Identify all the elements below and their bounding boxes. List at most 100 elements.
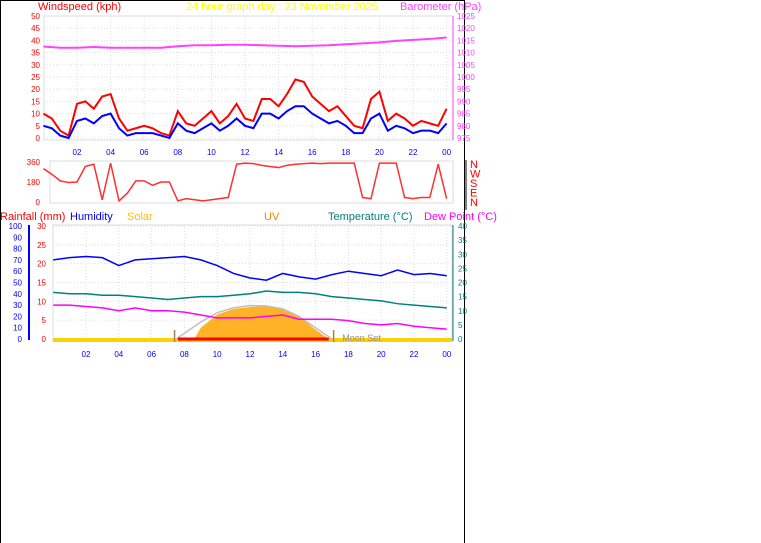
- wind-plot-area: [43, 15, 454, 141]
- humidity-ytick: 0: [18, 335, 23, 344]
- rain-ytick: 5: [42, 316, 47, 325]
- rain-ytick: 25: [37, 241, 46, 250]
- humidity-ytick: 90: [13, 233, 22, 242]
- humidity-ytick: 100: [9, 222, 23, 231]
- compass-label: N: [470, 159, 478, 171]
- humidity-ytick: 40: [13, 290, 22, 299]
- wind-xtick: 14: [274, 148, 283, 157]
- humidity-ytick: 50: [13, 279, 22, 288]
- series-line-gust: [42, 78, 448, 138]
- legend-item: Dew Point (°C): [424, 211, 497, 223]
- humidity-ytick: 10: [13, 324, 22, 333]
- baro-ytick: 1010: [457, 49, 475, 58]
- wind-ytick: 30: [31, 61, 40, 70]
- temp-ytick: 10: [458, 307, 467, 316]
- main-xtick: 00: [442, 350, 451, 359]
- series-line-temperature: [53, 290, 447, 309]
- humidity-ytick: 60: [13, 267, 22, 276]
- direction-ytick: 180: [27, 178, 41, 187]
- series-line-wind-direction: [42, 162, 448, 203]
- wind-ytick: 15: [31, 97, 40, 106]
- wind-xtick: 22: [409, 148, 418, 157]
- main-xtick: 14: [278, 350, 287, 359]
- temp-ytick: 40: [458, 222, 467, 231]
- main-xtick: 02: [82, 350, 91, 359]
- main-xtick: 22: [410, 350, 419, 359]
- wind-ytick: 45: [31, 24, 40, 33]
- legend-item: Humidity: [70, 211, 113, 223]
- rain-ytick: 10: [37, 297, 46, 306]
- compass-label: S: [470, 178, 477, 190]
- main-xtick: 16: [311, 350, 320, 359]
- solar-max-line: [175, 304, 333, 340]
- rain-ytick: 20: [37, 260, 46, 269]
- temp-ytick: 20: [458, 279, 467, 288]
- wind-xtick: 08: [173, 148, 182, 157]
- wind-ytick: 10: [31, 110, 40, 119]
- wind-xtick: 12: [241, 148, 250, 157]
- main-xtick: 20: [377, 350, 386, 359]
- wind-xtick: 04: [106, 148, 115, 157]
- wind-ytick: 35: [31, 49, 40, 58]
- wind-xtick: 10: [207, 148, 216, 157]
- baro-ytick: 1020: [457, 24, 475, 33]
- wind-ytick: 0: [36, 134, 41, 143]
- legend-item: UV: [264, 211, 280, 223]
- temp-ytick: 5: [458, 321, 463, 330]
- series-line-average: [43, 105, 448, 140]
- legend-item: Temperature (°C): [328, 211, 412, 223]
- baro-ytick: 1005: [457, 61, 475, 70]
- baro-ytick: 975: [457, 134, 471, 143]
- main-xtick: 18: [344, 350, 353, 359]
- baro-ytick: 990: [457, 97, 471, 106]
- main-xtick: 12: [246, 350, 255, 359]
- wind-xtick: 06: [140, 148, 149, 157]
- temp-ytick: 25: [458, 264, 467, 273]
- wind-xtick: 18: [341, 148, 350, 157]
- temp-ytick: 35: [458, 236, 467, 245]
- baro-ytick: 1025: [457, 12, 475, 21]
- chart-title: 24 hour graph day : 23 November 2025: [186, 1, 378, 13]
- wind-ytick: 20: [31, 85, 40, 94]
- main-xtick: 10: [213, 350, 222, 359]
- direction-ytick: 0: [36, 198, 41, 207]
- series-line-dew-point: [53, 304, 447, 330]
- wind-ytick: 25: [31, 73, 40, 82]
- humidity-ytick: 20: [13, 312, 22, 321]
- main-xtick: 08: [180, 350, 189, 359]
- baro-axis-label: Barometer (hPa): [400, 1, 481, 13]
- temp-ytick: 0: [458, 335, 463, 344]
- baro-ytick: 985: [457, 110, 471, 119]
- baro-ytick: 1000: [457, 73, 475, 82]
- legend-item: Solar: [127, 211, 153, 223]
- compass-label: E: [470, 188, 477, 200]
- wind-ytick: 5: [36, 122, 41, 131]
- solar-area: [194, 305, 329, 339]
- temp-ytick: 15: [458, 293, 467, 302]
- wind-xtick: 20: [375, 148, 384, 157]
- wind-xtick: 02: [73, 148, 82, 157]
- direction-plot-area: [49, 160, 454, 204]
- compass-label: N: [470, 197, 478, 209]
- main-xtick: 04: [114, 350, 123, 359]
- baro-ytick: 995: [457, 85, 471, 94]
- temp-ytick: 30: [458, 250, 467, 259]
- humidity-ytick: 30: [13, 301, 22, 310]
- wind-xtick: 00: [442, 148, 451, 157]
- compass-label: W: [470, 169, 481, 181]
- series-line-humidity: [53, 255, 447, 282]
- wind-xtick: 16: [308, 148, 317, 157]
- humidity-ytick: 70: [13, 256, 22, 265]
- baro-ytick: 980: [457, 122, 471, 131]
- humidity-ytick: 80: [13, 245, 22, 254]
- baro-ytick: 1015: [457, 36, 475, 45]
- rain-ytick: 15: [37, 279, 46, 288]
- series-line-barometer: [43, 36, 447, 49]
- main-xtick: 06: [147, 350, 156, 359]
- graph-frame: [0, 0, 465, 543]
- moon-set-label: Moon Set: [342, 333, 381, 343]
- wind-ytick: 40: [31, 36, 40, 45]
- rain-ytick: 0: [42, 335, 47, 344]
- legend-item: Rainfall (mm): [0, 211, 65, 223]
